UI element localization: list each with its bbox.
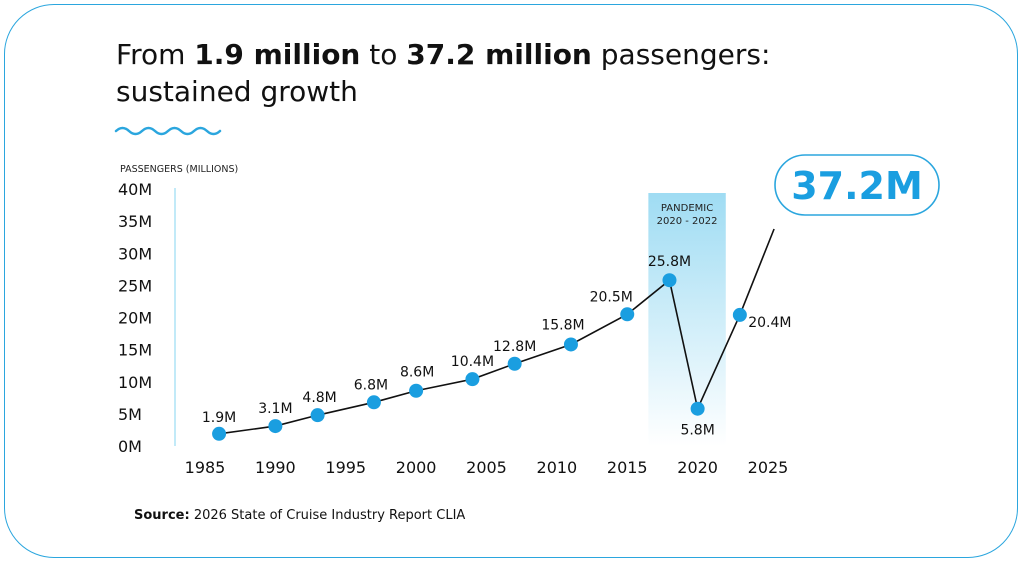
data-point [465,372,480,387]
y-tick-label: 5M [118,405,142,424]
title-part-1: From [116,38,195,71]
data-point [409,383,424,398]
source-text: 2026 State of Cruise Industry Report CLI… [189,508,466,523]
x-tick-label: 2020 [677,458,718,477]
data-label: 20.5M [590,289,633,305]
source-note: Source: 2026 State of Cruise Industry Re… [134,508,465,523]
y-tick-label: 40M [118,180,152,199]
x-tick-label: 1995 [325,458,366,477]
data-label: 8.6M [400,365,434,381]
x-tick-label: 2025 [748,458,789,477]
x-tick-label: 2010 [537,458,578,477]
pandemic-band [648,193,726,446]
data-point [507,356,522,371]
data-label: 25.8M [648,254,691,270]
data-point [310,408,325,423]
title-part-2: to [360,38,407,71]
y-tick-label: 15M [118,341,152,360]
y-axis-title: PASSENGERS (MILLIONS) [120,164,238,175]
data-point [563,337,578,352]
final-value-callout [774,154,940,216]
y-tick-label: 20M [118,309,152,328]
x-tick-label: 2000 [396,458,437,477]
data-label: 12.8M [493,339,536,355]
pandemic-range-label: 2020 - 2022 [657,216,718,227]
title-bold-2: 37.2 million [406,38,592,71]
data-label: 1.9M [202,410,236,426]
wave-decoration-icon [114,126,222,136]
y-tick-label: 30M [118,244,152,263]
data-point [620,307,635,322]
x-tick-label: 1990 [255,458,296,477]
x-tick-label: 2005 [466,458,507,477]
series-line-end [739,228,775,316]
data-point [268,419,283,434]
y-tick-label: 0M [118,437,142,456]
source-label: Source: [134,508,190,523]
data-label: 4.8M [302,390,336,406]
y-tick-label: 35M [118,212,152,231]
y-tick-label: 25M [118,276,152,295]
chart-title: From 1.9 million to 37.2 million passeng… [116,36,836,110]
data-label: 6.8M [354,377,388,393]
series-line [218,278,741,435]
data-label: 10.4M [451,354,494,370]
final-value-label: 37.2M [791,164,923,208]
data-point [366,395,381,410]
title-line-2: sustained growth [116,75,358,108]
data-label: 15.8M [541,317,584,333]
data-label: 20.4M [748,315,791,331]
pandemic-label: PANDEMIC [661,203,713,214]
title-part-3: passengers: [591,38,771,71]
x-tick-label: 1985 [185,458,226,477]
data-point [662,273,677,288]
data-label: 5.8M [680,423,714,439]
data-label: 3.1M [258,401,292,417]
card-frame [4,4,1018,558]
data-point [732,307,747,322]
data-point [212,426,227,441]
data-point [690,401,705,416]
title-bold-1: 1.9 million [194,38,361,71]
y-tick-label: 10M [118,373,152,392]
x-tick-label: 2015 [607,458,648,477]
